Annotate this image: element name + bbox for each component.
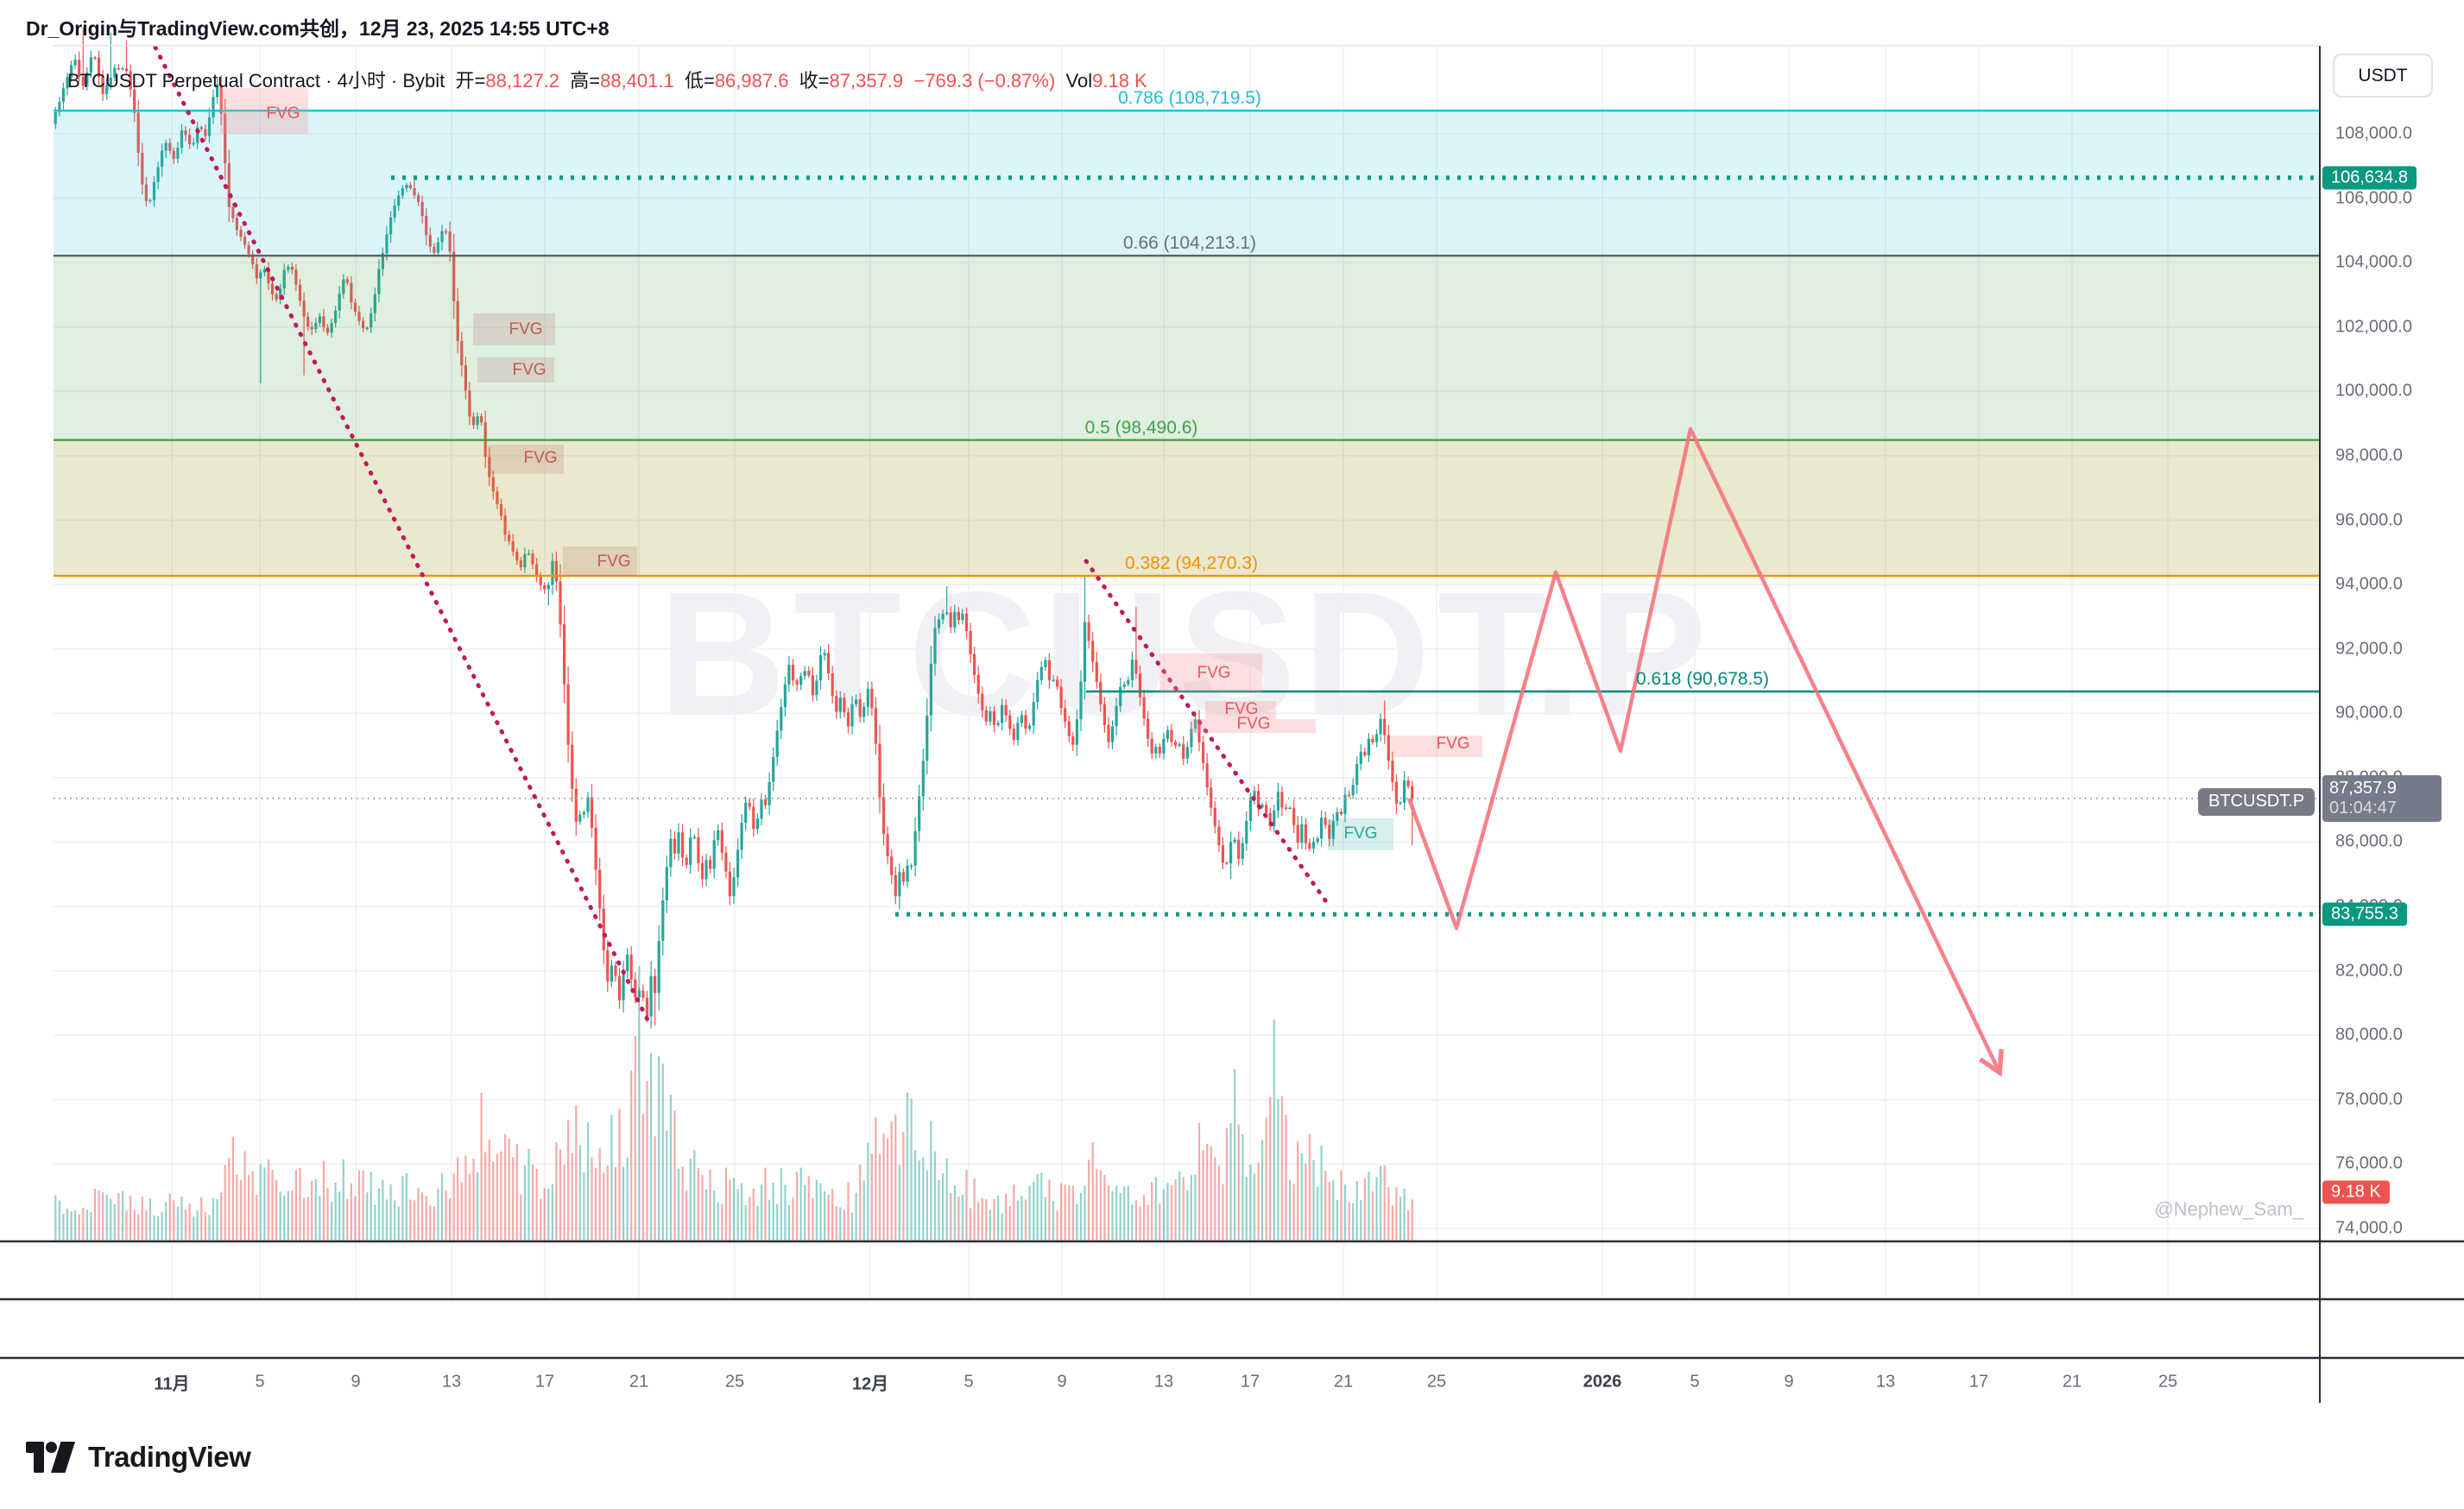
time-axis-label: 21 [629,1372,649,1392]
price-axis-label: 80,000.0 [2335,1025,2403,1045]
legend-part: 88,127.2 [485,70,560,92]
price-axis-label: 104,000.0 [2335,252,2412,272]
legend-part: 88,401.1 [600,70,674,92]
fib-level-label: 0.786 (108,719.5) [1118,88,1261,109]
legend-part: 收= [788,70,830,92]
fvg-zone-box [473,313,555,345]
time-axis-label: 13 [441,1372,462,1392]
legend-part: 86,987.6 [714,70,789,92]
watermark-author-handle: @Nephew_Sam_ [2154,1198,2303,1220]
fib-level-label: 0.5 (98,490.6) [1084,417,1198,438]
time-axis-label: 9 [351,1372,361,1392]
page-title: Dr_Origin与TradingView.com共创，12月 23, 2025… [26,17,610,40]
fvg-zone-box [1391,736,1482,757]
time-axis-label: 21 [1333,1372,1354,1392]
time-axis-label: 5 [255,1372,265,1392]
price-level-badge: 83,755.3 [2322,902,2407,926]
fvg-label: FVG [509,320,543,338]
price-axis-label: 94,000.0 [2335,574,2403,594]
bar-countdown: 01:04:47 [2329,798,2397,818]
fvg-label: FVG [1236,715,1271,733]
chart-legend[interactable]: BTCUSDT Perpetual Contract · 4小时 · Bybit… [67,66,1147,93]
time-axis-label: 2026 [1583,1372,1622,1392]
volume-badge: 9.18 K [2322,1180,2390,1204]
time-axis-label: 11月 [154,1374,190,1394]
legend-part: 9.18 K [1092,70,1147,92]
price-axis-label: 102,000.0 [2335,317,2412,337]
legend-part: Vol [1055,70,1093,92]
legend-part: 低= [673,70,715,92]
time-axis-label: 5 [963,1372,974,1392]
time-axis-label: 25 [2158,1372,2178,1392]
price-axis-label: 96,000.0 [2335,510,2403,530]
time-axis-label: 25 [1426,1372,1447,1392]
fvg-zone-box [488,445,564,474]
price-axis-label: 90,000.0 [2335,703,2403,723]
fvg-label: FVG [1197,664,1231,682]
fvg-label: FVG [1343,824,1378,843]
current-price-badge: 87,357.9 01:04:47 [2322,774,2442,822]
tradingview-logo[interactable]: TradingView [26,1438,251,1476]
price-level-badge: 106,634.8 [2322,166,2417,190]
fvg-label: FVG [523,449,558,467]
fvg-label: FVG [1436,735,1470,753]
tradingview-logo-text: TradingView [88,1441,251,1473]
legend-part: 高= [559,70,601,92]
fib-level-label: 0.618 (90,678.5) [1635,668,1770,689]
price-axis-label: 98,000.0 [2335,445,2403,465]
currency-button[interactable]: USDT [2333,54,2433,98]
fvg-zone-box [1205,701,1276,719]
time-axis-label: 5 [1690,1372,1700,1392]
tradingview-logo-icon [26,1442,75,1473]
time-axis-label: 9 [1057,1372,1067,1392]
time-axis-label: 21 [2062,1372,2082,1392]
legend-part: 开= [445,70,486,92]
fvg-zone-box [1328,818,1393,850]
fvg-label: FVG [1224,700,1259,718]
fvg-label: FVG [512,361,547,379]
price-axis-label: 92,000.0 [2335,639,2403,659]
fib-level-label: 0.66 (104,213.1) [1122,233,1257,254]
time-axis-label: 13 [1153,1372,1174,1392]
time-axis-label: 17 [1240,1372,1260,1392]
price-axis-label: 78,000.0 [2335,1089,2403,1109]
fvg-label: FVG [266,104,300,123]
legend-part: BTCUSDT Perpetual Contract · 4小时 · Bybit [67,70,445,92]
current-price-value: 87,357.9 [2329,778,2397,798]
price-axis-label: 100,000.0 [2335,381,2412,401]
fvg-zone-box [220,88,308,134]
time-axis-label: 17 [1968,1372,1989,1392]
time-axis-label: 25 [724,1372,745,1392]
price-axis-label: 82,000.0 [2335,961,2403,981]
price-axis-label: 74,000.0 [2335,1218,2403,1238]
fvg-zone-box [563,546,637,577]
price-line-symbol-tag: BTCUSDT.P [2198,787,2316,816]
legend-part: 87,357.9 [829,70,904,92]
price-axis-label: 86,000.0 [2335,831,2403,851]
fvg-zone-box [1159,653,1262,692]
price-axis-label: 106,000.0 [2335,188,2412,208]
price-axis-label: 76,000.0 [2335,1153,2403,1173]
price-axis-label: 108,000.0 [2335,123,2412,143]
time-axis-label: 13 [1875,1372,1896,1392]
legend-part: −769.3 (−0.87%) [903,70,1056,92]
time-axis-label: 17 [534,1372,555,1392]
time-axis-label: 12月 [851,1374,889,1394]
fvg-zone-box [1190,719,1316,733]
time-axis-label: 9 [1784,1372,1794,1392]
fib-level-label: 0.382 (94,270.3) [1124,553,1259,574]
fvg-zone-box [477,357,554,382]
fvg-label: FVG [597,552,631,571]
